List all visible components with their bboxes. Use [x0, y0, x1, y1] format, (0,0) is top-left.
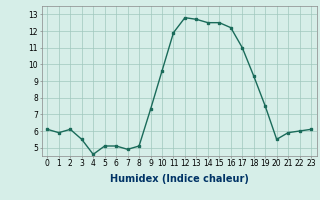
X-axis label: Humidex (Indice chaleur): Humidex (Indice chaleur) [110, 174, 249, 184]
